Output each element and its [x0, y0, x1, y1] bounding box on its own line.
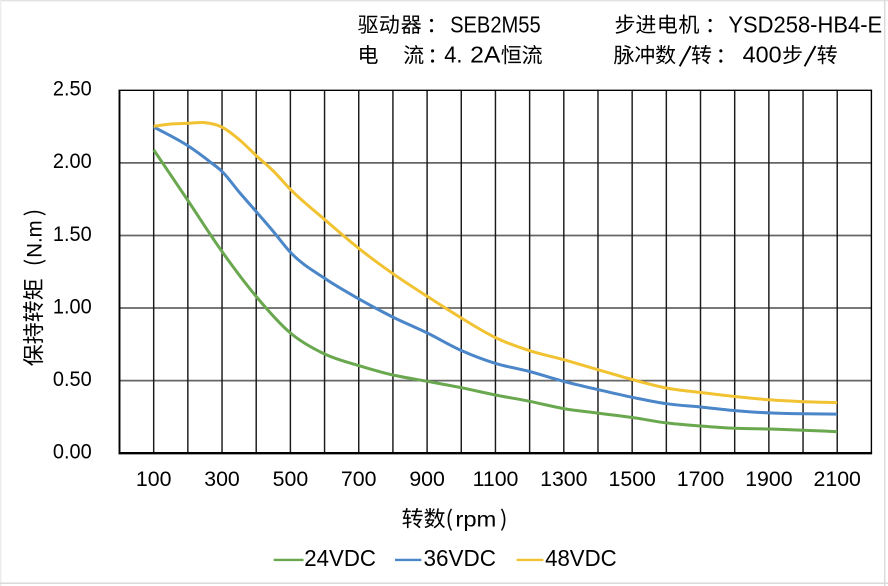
svg-text:0.00: 0.00 — [53, 441, 92, 464]
svg-text:SEB2M55: SEB2M55 — [450, 12, 541, 38]
svg-text:1300: 1300 — [540, 467, 588, 491]
svg-text:1900: 1900 — [745, 467, 793, 491]
svg-text:500: 500 — [273, 467, 309, 491]
svg-text:400: 400 — [743, 42, 782, 68]
svg-text:rpm: rpm — [455, 508, 496, 532]
svg-text:1.00: 1.00 — [53, 295, 92, 318]
svg-text:2.00: 2.00 — [53, 150, 92, 173]
svg-text:1700: 1700 — [677, 467, 725, 491]
svg-text:300: 300 — [204, 467, 240, 491]
svg-text:900: 900 — [409, 467, 445, 491]
svg-text:700: 700 — [341, 467, 377, 491]
svg-text:2.50: 2.50 — [53, 78, 92, 101]
svg-text:1500: 1500 — [609, 467, 657, 491]
svg-text:0.50: 0.50 — [53, 368, 92, 391]
svg-text:4.: 4. — [444, 42, 462, 68]
svg-text:24VDC: 24VDC — [304, 545, 376, 571]
svg-text:1100: 1100 — [473, 467, 519, 491]
svg-text:YSD258-HB4-E: YSD258-HB4-E — [728, 12, 882, 38]
svg-text:2A: 2A — [470, 42, 501, 68]
svg-text:100: 100 — [136, 467, 172, 491]
svg-text:36VDC: 36VDC — [424, 545, 497, 571]
svg-text:N.m: N.m — [22, 220, 46, 258]
svg-text:2100: 2100 — [814, 467, 862, 491]
svg-text:48VDC: 48VDC — [545, 545, 617, 571]
svg-text:1.50: 1.50 — [53, 223, 92, 246]
